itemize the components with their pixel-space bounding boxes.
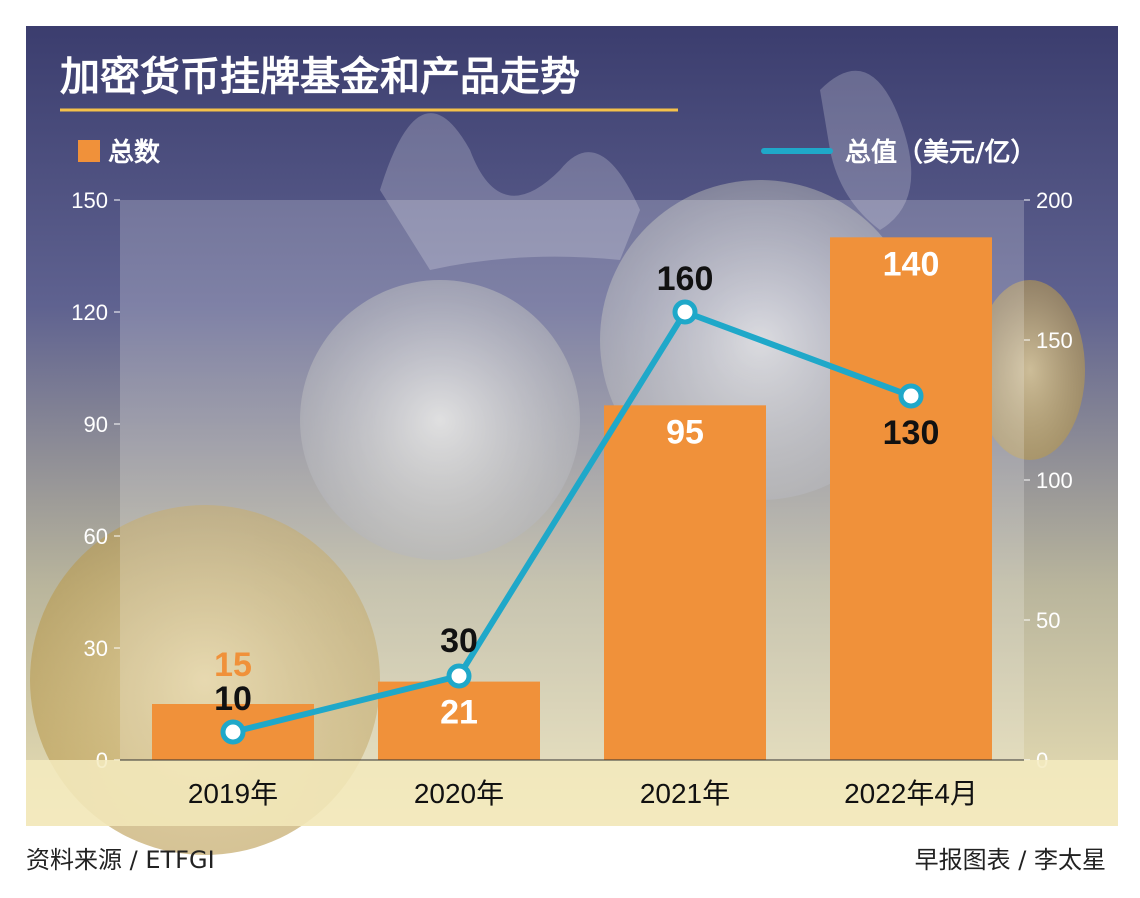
right-tick-label: 150	[1036, 328, 1073, 353]
splash-shape-right	[820, 70, 912, 230]
bar-value-label: 140	[883, 245, 940, 283]
line-value-label: 10	[214, 680, 252, 718]
bar-3	[830, 237, 992, 761]
bar-value-label: 15	[214, 646, 252, 684]
category-labels: 2019年 2020年 2021年 2022年4月	[188, 778, 978, 809]
bar-value-labels: 15 21 95 140	[214, 245, 939, 731]
line-value-label: 130	[883, 414, 940, 452]
splash-shape	[380, 113, 640, 270]
credit-note: 早报图表 / 李太星	[914, 846, 1106, 874]
chart-title: 加密货币挂牌基金和产品走势	[60, 54, 580, 100]
bar-value-label: 21	[440, 694, 478, 732]
category-label: 2022年4月	[844, 778, 978, 809]
line-point	[446, 663, 472, 689]
x-axis-band	[26, 760, 1118, 826]
left-tick-label: 30	[84, 636, 108, 661]
line-value-label: 30	[440, 622, 478, 660]
right-tick-label: 50	[1036, 608, 1060, 633]
line-point	[672, 299, 698, 325]
category-label: 2019年	[188, 778, 278, 809]
left-tick-label: 60	[84, 524, 108, 549]
bar-2	[604, 405, 766, 760]
line-value-label: 160	[657, 260, 714, 298]
legend-bar-swatch	[78, 140, 100, 162]
line-point	[898, 383, 924, 409]
bar-1	[378, 681, 540, 760]
left-tick-label: 90	[84, 412, 108, 437]
left-tick-label: 150	[71, 188, 108, 213]
line-series	[220, 299, 924, 745]
line-path	[232, 309, 913, 735]
legend-bar-label: 总数	[108, 138, 161, 168]
legend: 总数 总值（美元/亿）	[78, 137, 1037, 168]
right-tick-label: 100	[1036, 468, 1073, 493]
left-tick-label: 120	[71, 300, 108, 325]
line-value-labels: 10 30 160 130	[214, 260, 939, 718]
line-point	[220, 719, 246, 745]
right-tick-label: 200	[1036, 188, 1073, 213]
gold-coin-right	[975, 280, 1085, 460]
category-label: 2020年	[414, 778, 504, 809]
category-label: 2021年	[640, 778, 730, 809]
legend-line-label: 总值（美元/亿）	[845, 137, 1037, 168]
source-note: 资料来源 / ETFGI	[26, 846, 215, 874]
bar-series	[152, 237, 992, 761]
silver-coin-center	[300, 280, 580, 560]
bar-value-label: 95	[666, 413, 704, 451]
